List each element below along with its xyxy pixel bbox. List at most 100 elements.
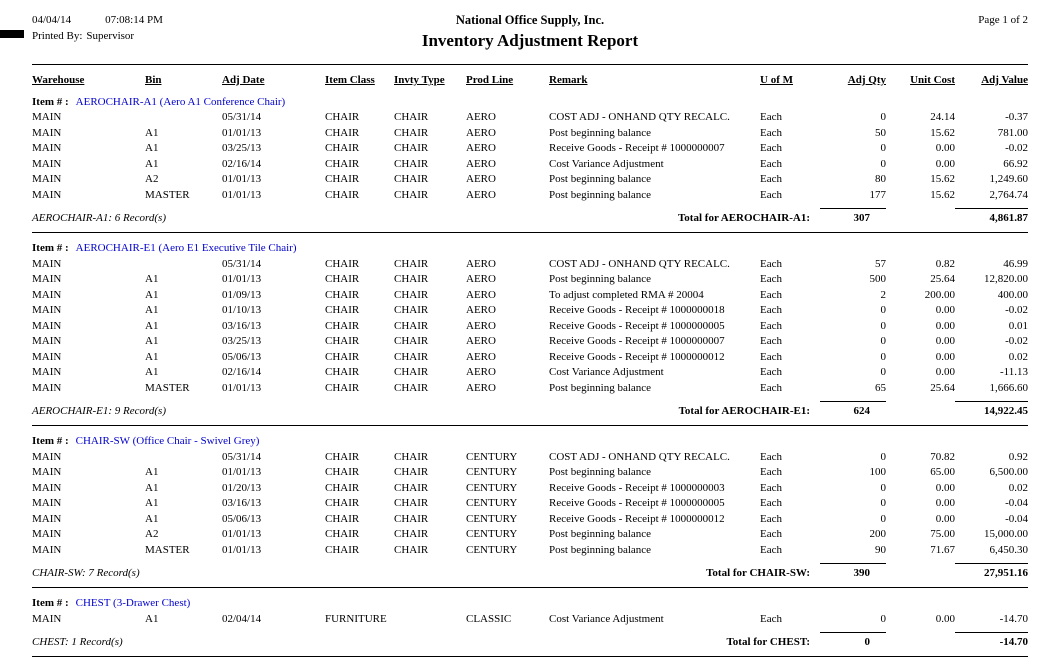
cell-remark: Cost Variance Adjustment (549, 365, 760, 381)
cell-invty-type: CHAIR (394, 334, 466, 350)
cell-adj-date: 05/31/14 (222, 450, 325, 466)
cell-prod-line: CENTURY (466, 512, 549, 528)
cell-invty-type: CHAIR (394, 272, 466, 288)
cell-warehouse: MAIN (32, 303, 145, 319)
column-header-label: Prod Line (466, 74, 513, 86)
cell-item-class: CHAIR (325, 288, 394, 304)
cell-prod-line: AERO (466, 303, 549, 319)
cell-bin: MASTER (145, 188, 222, 204)
cell-warehouse: MAIN (32, 319, 145, 335)
cell-bin: MASTER (145, 381, 222, 397)
cell-prod-line: AERO (466, 381, 549, 397)
cell-adj-qty: 0 (820, 319, 886, 335)
cell-warehouse: MAIN (32, 157, 145, 173)
cell-u-of-m: Each (760, 527, 820, 543)
cell-warehouse: MAIN (32, 126, 145, 142)
cell-adj-value: 15,000.00 (955, 527, 1028, 543)
cell-u-of-m: Each (760, 288, 820, 304)
cell-adj-value: 0.01 (955, 319, 1028, 335)
cell-adj-qty: 0 (820, 481, 886, 497)
cell-remark: COST ADJ - ONHAND QTY RECALC. (549, 450, 760, 466)
cell-u-of-m: Each (760, 303, 820, 319)
cell-bin: A2 (145, 527, 222, 543)
cell-bin: A2 (145, 172, 222, 188)
item-group: Item # :CHAIR-SW (Office Chair - Swivel … (32, 434, 1028, 588)
column-header-label: Item Class (325, 74, 375, 86)
cell-item-class: CHAIR (325, 350, 394, 366)
cell-unit-cost: 25.64 (886, 381, 955, 397)
cell-adj-value: -14.70 (955, 612, 1028, 628)
cell-bin: A1 (145, 141, 222, 157)
cell-adj-qty: 0 (820, 612, 886, 628)
cell-unit-cost: 0.00 (886, 157, 955, 173)
column-header-prod-line: Prod Line (466, 73, 549, 89)
cell-u-of-m: Each (760, 141, 820, 157)
group-total-unit-cost (886, 632, 955, 650)
cell-adj-qty: 80 (820, 172, 886, 188)
cell-u-of-m: Each (760, 157, 820, 173)
group-total-row: CHEST: 1 Record(s)Total for CHEST:0-14.7… (32, 632, 1028, 650)
cell-adj-qty: 65 (820, 381, 886, 397)
cell-warehouse: MAIN (32, 481, 145, 497)
cell-warehouse: MAIN (32, 350, 145, 366)
cell-adj-date: 01/01/13 (222, 172, 325, 188)
item-group: Item # :AEROCHAIR-E1 (Aero E1 Executive … (32, 241, 1028, 426)
cell-unit-cost: 75.00 (886, 527, 955, 543)
cell-adj-qty: 50 (820, 126, 886, 142)
cell-u-of-m: Each (760, 612, 820, 628)
cell-item-class: CHAIR (325, 126, 394, 142)
item-name-link[interactable]: AEROCHAIR-A1 (Aero A1 Conference Chair) (76, 96, 286, 108)
item-name-link[interactable]: CHAIR-SW (Office Chair - Swivel Grey) (76, 435, 260, 447)
column-header-invty-type: Invty Type (394, 73, 466, 89)
cell-warehouse: MAIN (32, 141, 145, 157)
cell-adj-qty: 0 (820, 110, 886, 126)
cell-adj-value: 6,450.30 (955, 543, 1028, 559)
item-group: Item # :AEROCHAIR-A1 (Aero A1 Conference… (32, 95, 1028, 234)
cell-prod-line: CENTURY (466, 496, 549, 512)
cell-adj-value: 781.00 (955, 126, 1028, 142)
cell-adj-value: 1,249.60 (955, 172, 1028, 188)
cell-bin: A1 (145, 481, 222, 497)
company-name: National Office Supply, Inc. (422, 12, 638, 29)
cell-prod-line: AERO (466, 319, 549, 335)
cell-prod-line: AERO (466, 141, 549, 157)
cell-unit-cost: 0.00 (886, 496, 955, 512)
cell-u-of-m: Each (760, 110, 820, 126)
group-total-label: Total for AEROCHAIR-E1: (679, 403, 820, 419)
cell-remark: Receive Goods - Receipt # 1000000007 (549, 141, 760, 157)
cell-item-class: CHAIR (325, 110, 394, 126)
cell-adj-qty: 0 (820, 141, 886, 157)
cell-unit-cost: 65.00 (886, 465, 955, 481)
cell-prod-line: CENTURY (466, 527, 549, 543)
cell-remark: Receive Goods - Receipt # 1000000012 (549, 350, 760, 366)
cell-item-class: CHAIR (325, 303, 394, 319)
cell-adj-date: 01/10/13 (222, 303, 325, 319)
group-total-value: 4,861.87 (955, 208, 1028, 226)
cell-adj-value: 12,820.00 (955, 272, 1028, 288)
item-name-link[interactable]: CHEST (3-Drawer Chest) (76, 597, 191, 609)
cell-adj-date: 02/16/14 (222, 365, 325, 381)
cell-invty-type: CHAIR (394, 512, 466, 528)
cell-prod-line: AERO (466, 272, 549, 288)
cell-bin: A1 (145, 334, 222, 350)
cell-adj-value: 46.99 (955, 257, 1028, 273)
cell-warehouse: MAIN (32, 288, 145, 304)
item-group-header: Item # :AEROCHAIR-E1 (Aero E1 Executive … (32, 241, 1028, 257)
item-name-link[interactable]: AEROCHAIR-E1 (Aero E1 Executive Tile Cha… (76, 242, 297, 254)
cell-adj-date: 05/31/14 (222, 257, 325, 273)
cell-bin (145, 110, 222, 126)
report-header: 04/04/14 07:08:14 PM Printed By:Supervis… (32, 12, 1028, 52)
printed-by-value: Supervisor (86, 30, 134, 42)
cell-warehouse: MAIN (32, 496, 145, 512)
cell-adj-value: -11.13 (955, 365, 1028, 381)
cell-u-of-m: Each (760, 334, 820, 350)
group-summary: AEROCHAIR-E1: 9 Record(s)Total for AEROC… (32, 401, 820, 419)
